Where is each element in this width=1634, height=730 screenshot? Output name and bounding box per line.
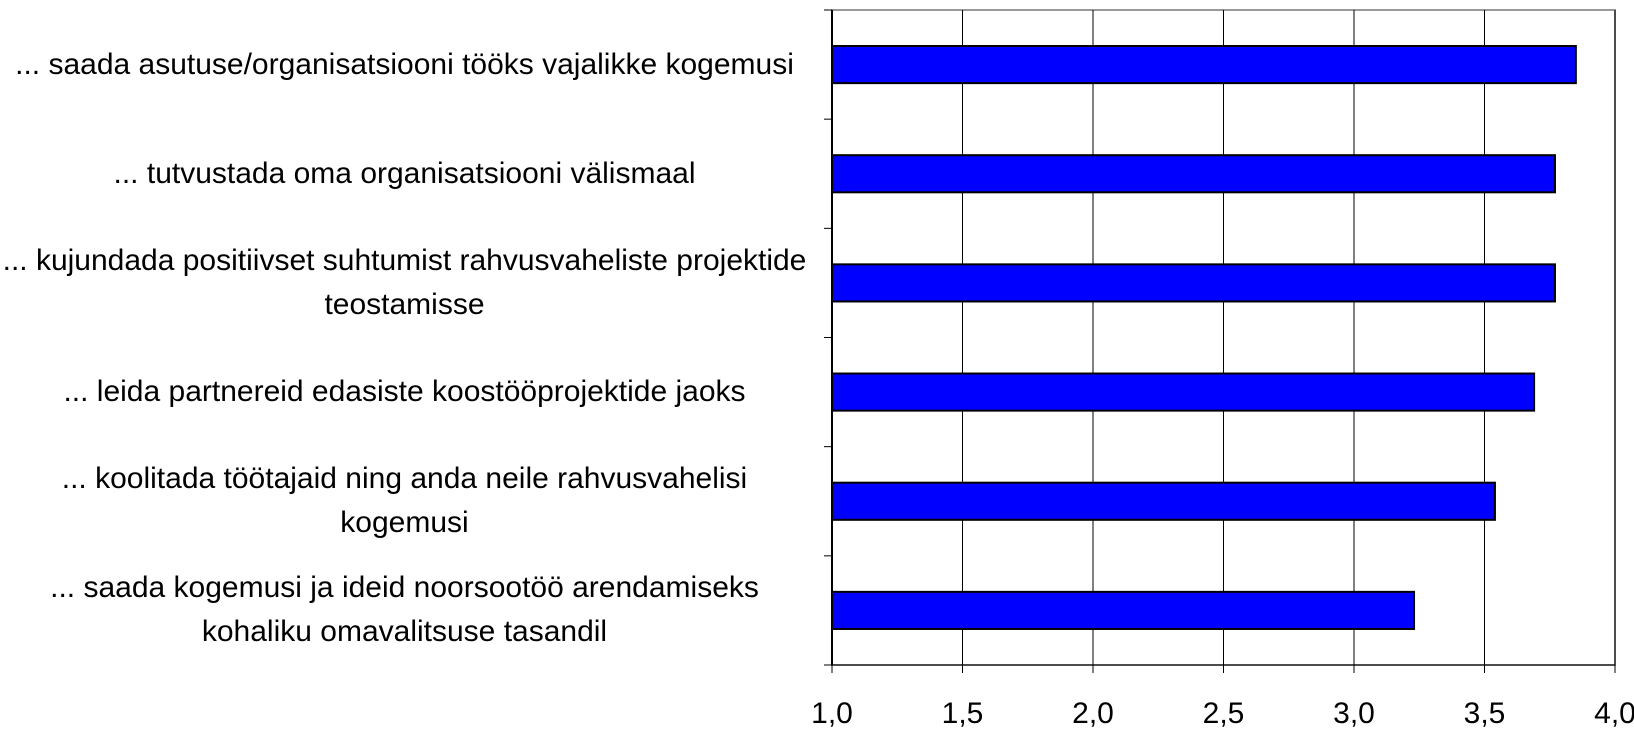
y-tick-label: ... saada asutuse/organisatsiooni tööks …: [15, 47, 794, 81]
x-tick-label: 2,0: [1072, 697, 1114, 730]
x-tick-label: 3,5: [1464, 697, 1506, 730]
x-tick-label: 3,0: [1333, 697, 1375, 730]
bar: [831, 154, 1556, 194]
y-tick-label: ... saada kogemusi ja ideid noorsootöö a…: [50, 571, 759, 649]
y-tick-label: ... koolitada töötajaid ning anda neile …: [61, 462, 748, 540]
bar: [831, 590, 1416, 630]
x-tick-label: 2,5: [1203, 697, 1245, 730]
x-tick-label: 4,0: [1594, 697, 1634, 730]
x-tick-label: 1,0: [811, 697, 853, 730]
y-tick-label: ... tutvustada oma organisatsiooni välis…: [113, 156, 696, 190]
bar: [831, 481, 1496, 521]
bar: [831, 263, 1556, 303]
y-tick-label: ... kujundada positiivset suhtumist rahv…: [2, 243, 807, 321]
bar: [831, 45, 1577, 85]
x-tick-label: 1,5: [942, 697, 984, 730]
bar: [831, 372, 1536, 412]
y-tick-label: ... leida partnereid edasiste koostööpro…: [63, 375, 746, 409]
